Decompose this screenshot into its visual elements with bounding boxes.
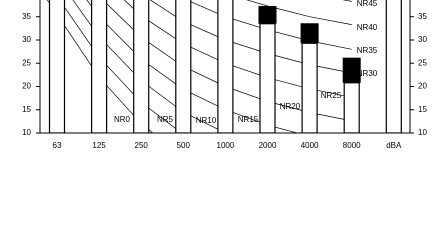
curve-label: NR40 bbox=[357, 23, 378, 32]
x-tick-label: dBA bbox=[386, 141, 402, 150]
chart: 10 10 15 15 20 20 25 25 30 30 35 35 NR0 NR5 NR10 NR15 NR… bbox=[22, 0, 427, 150]
curve-label: NR5 bbox=[157, 115, 174, 124]
curve-label: NR20 bbox=[280, 102, 301, 111]
curve-label: NR10 bbox=[196, 116, 217, 125]
y2-tick-label: 15 bbox=[418, 105, 427, 114]
x-tick-label: 4000 bbox=[301, 141, 319, 150]
nr-curve bbox=[185, 0, 352, 50]
bar bbox=[90, 0, 108, 133]
columns bbox=[48, 0, 402, 133]
range-box bbox=[342, 57, 361, 83]
x-tick-label: 125 bbox=[92, 141, 106, 150]
curve-label: NR30 bbox=[357, 69, 378, 78]
y-tick-label: 10 bbox=[22, 128, 31, 137]
y-tick-label: 25 bbox=[22, 58, 31, 67]
nr-curve bbox=[59, 0, 183, 133]
curve-label: NR35 bbox=[357, 46, 378, 55]
labels: 10 10 15 15 20 20 25 25 30 30 35 35 NR0 NR5 NR10 NR15 NR… bbox=[22, 0, 427, 150]
x-tick-label: 500 bbox=[177, 141, 191, 150]
bar bbox=[259, 23, 276, 133]
bar bbox=[217, 0, 234, 133]
range-box bbox=[300, 23, 319, 44]
x-tick-label: 2000 bbox=[259, 141, 277, 150]
x-tick-label: 1000 bbox=[217, 141, 235, 150]
bar bbox=[301, 42, 318, 133]
y2-tick-label: 25 bbox=[418, 58, 427, 67]
bar bbox=[175, 0, 192, 133]
y2-tick-label: 35 bbox=[418, 12, 427, 21]
bar bbox=[133, 0, 150, 133]
y2-tick-label: 30 bbox=[418, 35, 427, 44]
curve-label: NR15 bbox=[238, 115, 259, 124]
nr-curve bbox=[46, 0, 154, 133]
nr-curve bbox=[246, 0, 352, 25]
y-tick-label: 15 bbox=[22, 105, 31, 114]
y-tick-label: 20 bbox=[22, 82, 31, 91]
y2-tick-label: 20 bbox=[418, 82, 427, 91]
range-box bbox=[258, 6, 277, 24]
bar bbox=[343, 82, 360, 133]
x-tick-label: 63 bbox=[53, 141, 62, 150]
x-tick-label: 250 bbox=[135, 141, 149, 150]
y-tick-label: 35 bbox=[22, 12, 31, 21]
curve-label: NR0 bbox=[114, 115, 131, 124]
x-tick-label: 8000 bbox=[343, 141, 361, 150]
curve-label: NR45 bbox=[357, 0, 378, 8]
bar bbox=[385, 0, 402, 133]
y2-tick-label: 10 bbox=[418, 128, 427, 137]
bar bbox=[48, 0, 66, 133]
curve-label: NR25 bbox=[321, 91, 342, 100]
y-tick-label: 30 bbox=[22, 35, 31, 44]
